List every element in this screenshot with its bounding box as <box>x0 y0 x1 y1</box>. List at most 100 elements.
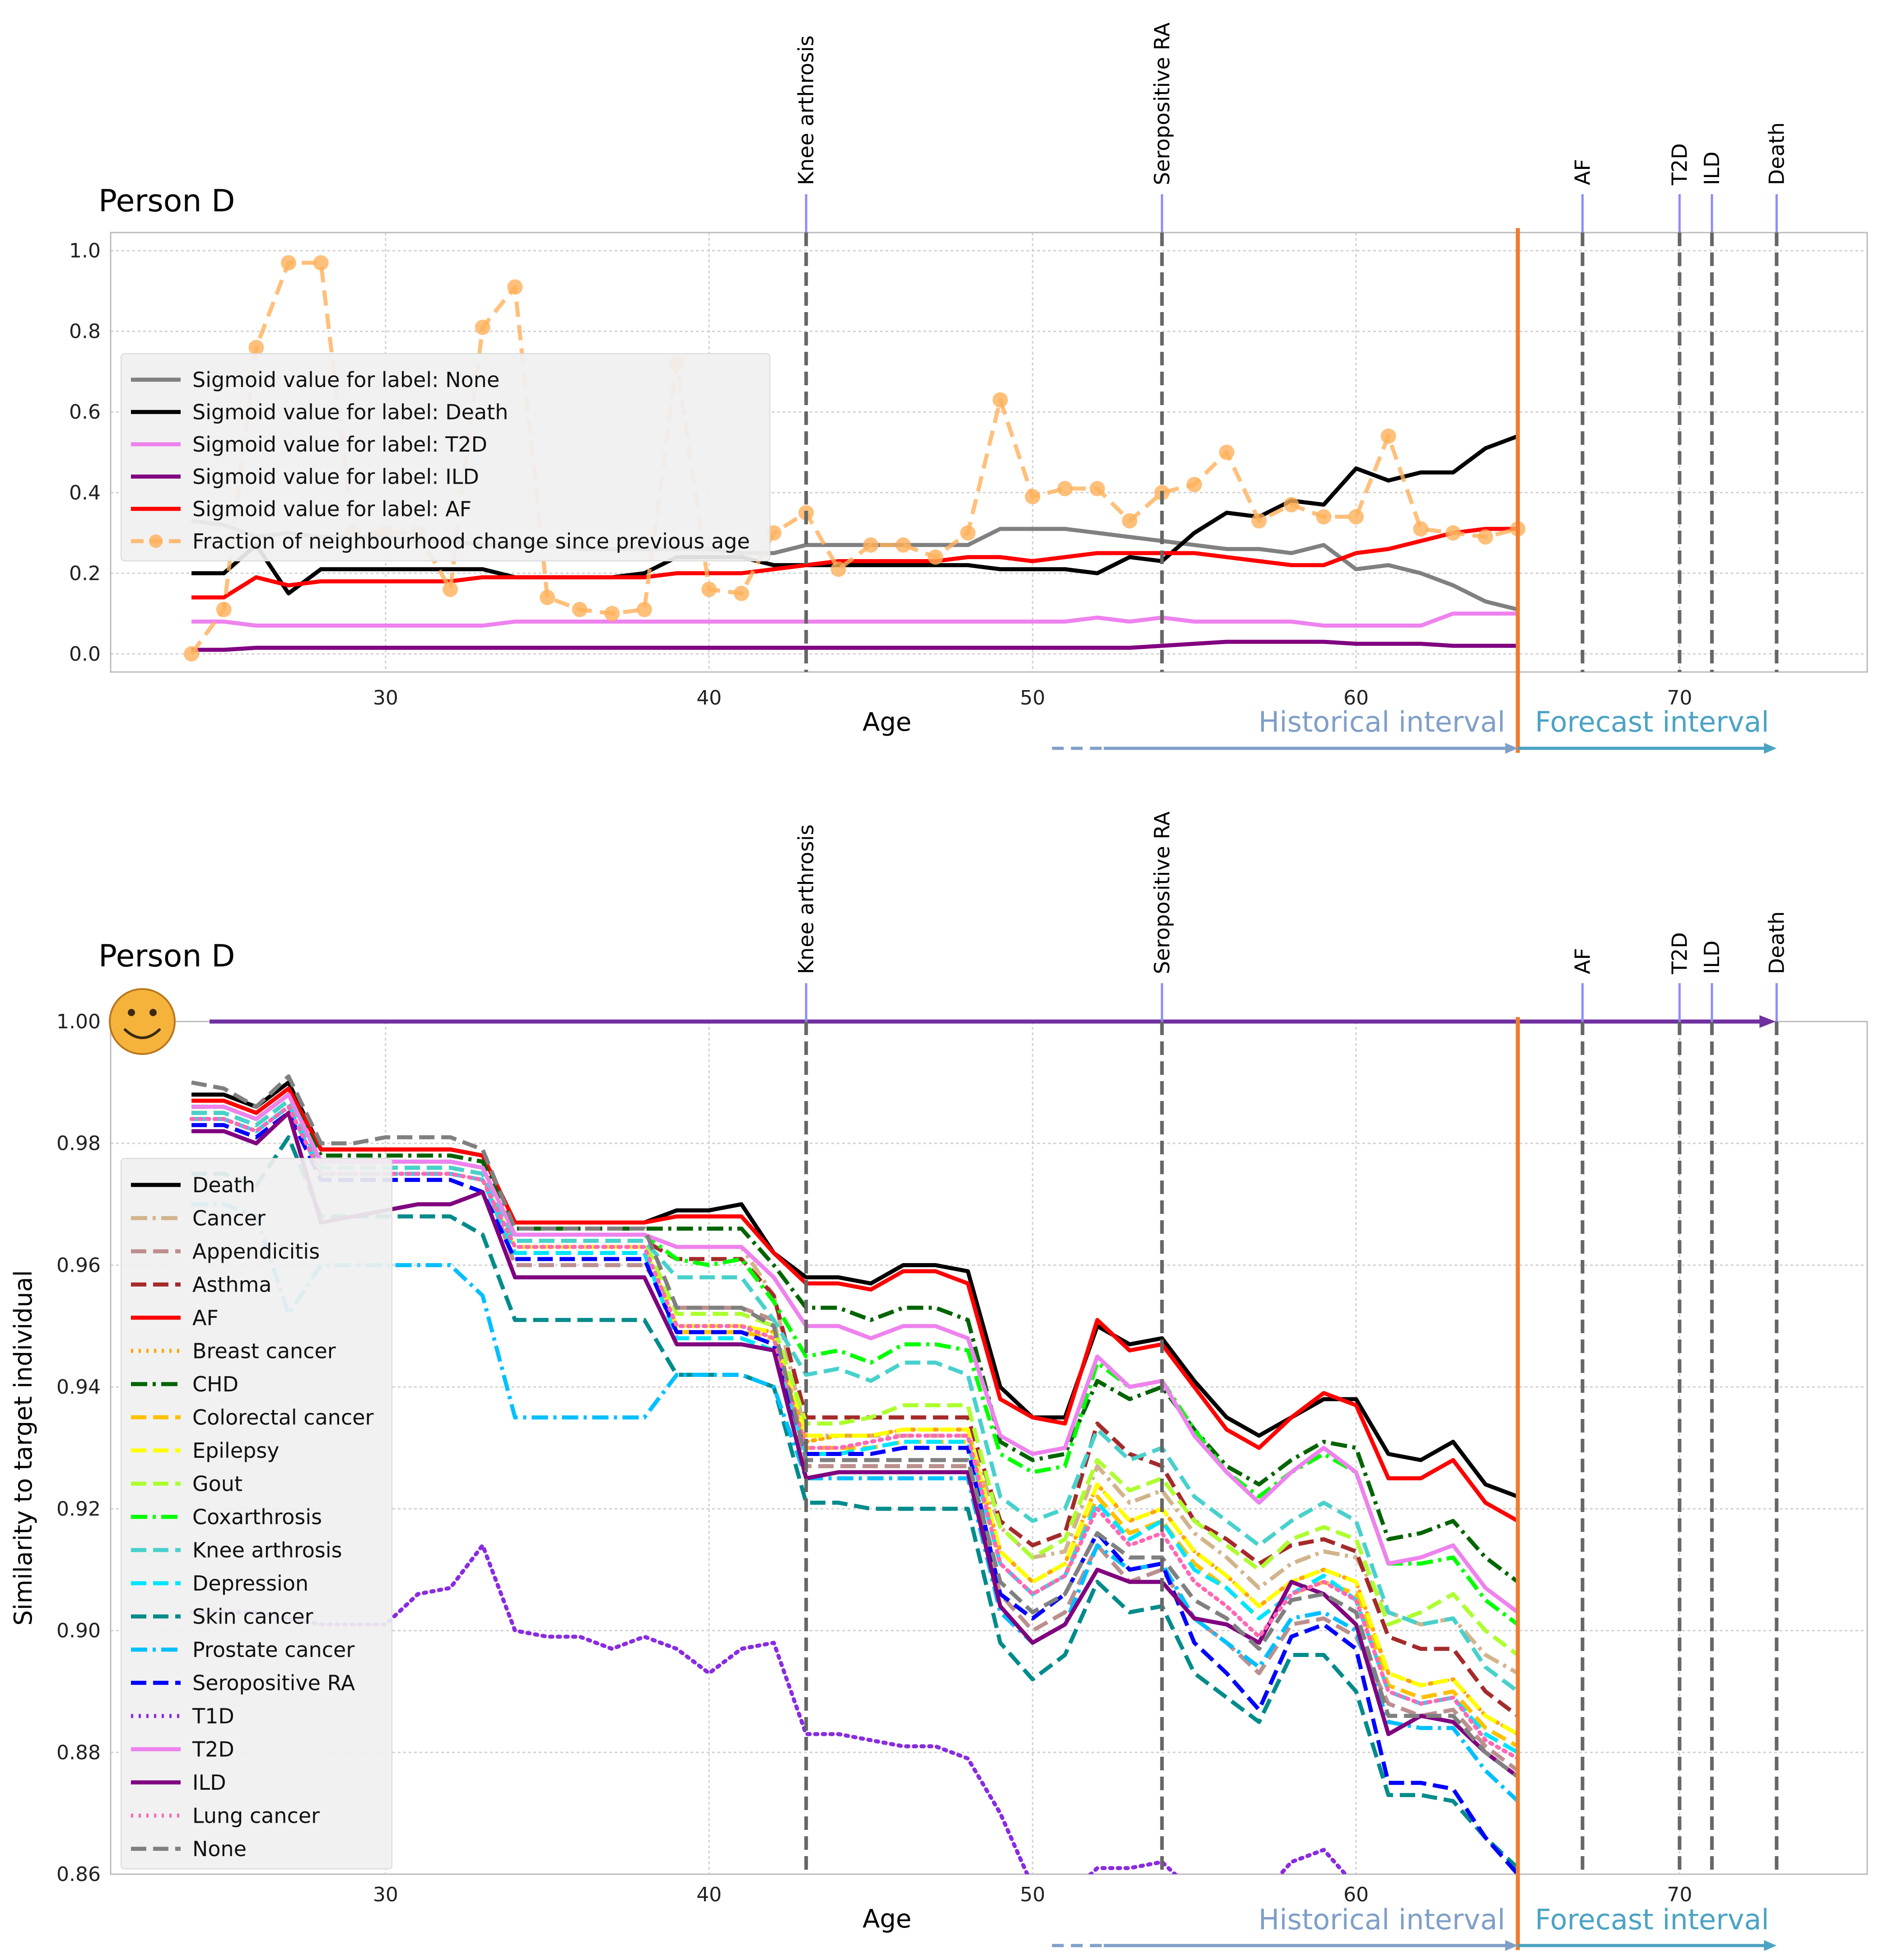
legend-label: ILD <box>192 1770 226 1795</box>
legend-box <box>121 353 770 561</box>
series-line <box>191 527 1518 600</box>
historical-arrowhead <box>1505 1940 1518 1951</box>
x-tick-label: 60 <box>1343 686 1369 709</box>
legend-box <box>121 1158 392 1870</box>
legend-label: Seropositive RA <box>192 1671 355 1695</box>
legend-label: Coxarthrosis <box>192 1505 322 1529</box>
series-marker <box>928 549 943 565</box>
y-tick-label: 0.4 <box>69 481 101 504</box>
smiley-eye <box>128 1009 135 1016</box>
x-axis-label: Age <box>862 1904 911 1934</box>
top-chart-panel: Person D 30 40 50 60 70 0.0 0.2 0.4 0.6 0.8 1.0 Age K… <box>69 22 1868 754</box>
series-marker <box>1122 513 1137 529</box>
y-tick-label: 0.2 <box>69 562 101 585</box>
series-marker <box>1025 489 1040 504</box>
historical-arrowhead <box>1505 743 1518 754</box>
series-line <box>191 1074 1519 1778</box>
bottom-chart-panel: Person D 30 40 50 60 70 0.86 0.88 0.90 0.92 0.94 0.… <box>9 811 1868 1951</box>
series-marker <box>1445 525 1461 541</box>
historical-interval-label: Historical interval <box>1258 1903 1505 1936</box>
x-tick-label: 50 <box>1020 1883 1045 1906</box>
legend-label: Death <box>192 1173 255 1197</box>
series-marker <box>830 561 846 577</box>
series-marker <box>1380 428 1396 444</box>
smiley-face-icon <box>109 988 176 1055</box>
series-line <box>189 1543 1348 1874</box>
series-line <box>191 1092 1519 1614</box>
legend-label: Breast cancer <box>192 1339 336 1363</box>
legend-label: Sigmoid value for label: T2D <box>192 432 487 457</box>
series-marker <box>1316 509 1332 525</box>
series-line <box>191 1092 1519 1584</box>
legend-label: Sigmoid value for label: Death <box>192 400 508 424</box>
series-line <box>191 1111 1519 1874</box>
series-line <box>191 1086 1519 1523</box>
series-marker <box>993 392 1008 408</box>
legend-label: Depression <box>192 1571 308 1596</box>
smiley-face <box>109 988 176 1055</box>
x-tick-label: 50 <box>1020 686 1045 709</box>
event-label: Knee arthrosis <box>794 35 818 185</box>
series-marker <box>863 537 879 553</box>
series-line <box>191 611 1518 628</box>
y-tick-label: 0.98 <box>56 1132 101 1155</box>
y-axis-label: Similarity to target individual <box>9 1270 37 1625</box>
series-marker <box>960 525 976 541</box>
legend-label: Cancer <box>192 1206 266 1230</box>
legend-label: None <box>192 1837 247 1861</box>
historical-interval-label: Historical interval <box>1258 705 1505 738</box>
event-label: Death <box>1764 122 1789 185</box>
series-marker <box>216 602 232 617</box>
y-tick-label: 0.0 <box>69 643 101 666</box>
event-label: Seropositive RA <box>1150 22 1174 185</box>
legend-label: Appendicitis <box>192 1239 320 1264</box>
legend: Death Cancer Appendicitis Asthma AF Breast ca… <box>121 1158 392 1870</box>
series-marker <box>313 255 329 271</box>
series-line <box>191 1098 1519 1693</box>
series-marker <box>507 279 523 295</box>
y-tick-label: 0.88 <box>56 1741 101 1764</box>
forecast-arrowhead <box>1764 743 1777 754</box>
smiley-mouth <box>124 1028 161 1039</box>
y-tick-label: 0.6 <box>69 401 101 424</box>
legend-label: Fraction of neighbourhood change since p… <box>192 529 750 553</box>
series-marker <box>1219 444 1235 460</box>
series-marker <box>1186 476 1202 492</box>
event-label: ILD <box>1700 151 1724 185</box>
series-line <box>189 1105 1520 1761</box>
series-marker <box>540 589 555 605</box>
y-tick-label: 0.90 <box>56 1619 101 1643</box>
legend-label: Colorectal cancer <box>192 1405 374 1429</box>
series-marker <box>1348 509 1364 525</box>
legend-label: Prostate cancer <box>192 1638 354 1662</box>
y-tick-label: 0.92 <box>56 1498 101 1521</box>
series-marker <box>1413 521 1429 537</box>
series-marker <box>637 602 653 617</box>
series-line <box>191 639 1518 652</box>
y-tick-label: 0.86 <box>56 1863 101 1886</box>
x-tick-label: 30 <box>373 686 398 709</box>
chart-title: Person D <box>98 938 235 974</box>
event-label: Knee arthrosis <box>794 824 818 974</box>
legend: Sigmoid value for label: None Sigmoid val… <box>121 353 770 561</box>
series-marker <box>184 646 200 662</box>
x-tick-label: 70 <box>1667 686 1692 709</box>
series-marker <box>604 606 620 621</box>
series-marker <box>248 340 264 355</box>
x-axis-label: Age <box>862 708 911 737</box>
forecast-interval-label: Forecast interval <box>1535 705 1769 738</box>
event-label: Death <box>1764 911 1789 974</box>
series-marker <box>572 602 587 617</box>
legend-label: Asthma <box>192 1272 272 1297</box>
series-marker <box>475 319 490 335</box>
legend-label: T1D <box>192 1704 234 1728</box>
series-group <box>189 1074 1520 1874</box>
event-label: ILD <box>1700 940 1724 974</box>
y-tick-label: 1.0 <box>69 239 101 262</box>
legend-label: Gout <box>192 1471 242 1496</box>
x-tick-label: 70 <box>1667 1883 1692 1906</box>
x-tick-label: 40 <box>696 686 722 709</box>
y-tick-label: 1.00 <box>56 1010 101 1033</box>
event-label: AF <box>1571 948 1595 974</box>
